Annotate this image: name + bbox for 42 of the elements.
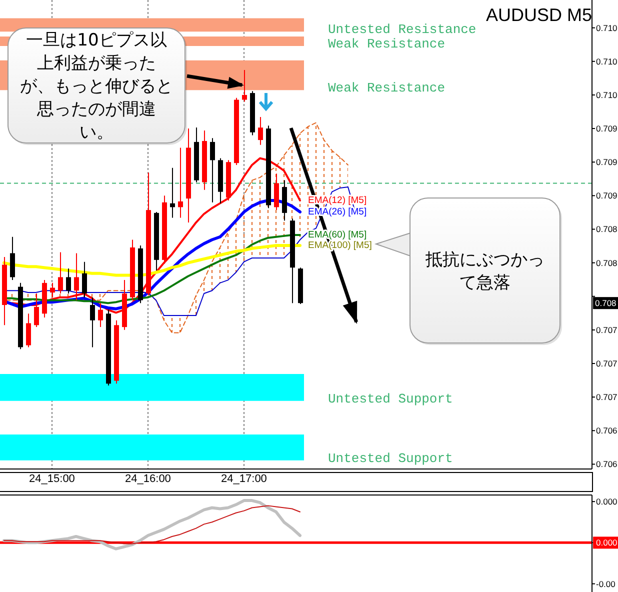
- band-label: Untested Support: [328, 391, 453, 406]
- x-tick-label: 24_15:00: [29, 472, 75, 485]
- band-label: Untested Resistance: [328, 22, 476, 38]
- chart-title: AUDUSD M5: [486, 5, 592, 25]
- band-label: Untested Support: [328, 450, 453, 466]
- candlestick: [82, 261, 87, 298]
- candlestick: [74, 252, 79, 301]
- candlestick: [10, 236, 15, 281]
- y-tick-label: 0.710: [596, 22, 618, 33]
- y-tick-label: 0.000: [596, 496, 618, 507]
- y-tick-label: 0.000: [596, 538, 618, 548]
- annotation: 抵抗にぶつかって急落: [424, 250, 544, 294]
- candlestick: [170, 167, 175, 218]
- line-series: [4, 505, 300, 544]
- y-tick-label: 0.707: [596, 324, 618, 335]
- candlestick: [90, 296, 95, 348]
- y-tick-label: 0.709: [596, 190, 618, 201]
- candlestick: [50, 282, 55, 298]
- candlestick: [242, 70, 247, 102]
- band-label: Weak Resistance: [328, 36, 446, 52]
- annotation: 一旦は10ピプス以上利益が乗ったが、もっと伸びると思ったのが間違い。: [20, 30, 173, 143]
- y-tick-label: 0.710: [596, 56, 618, 66]
- y-tick-label: 0.706: [596, 426, 618, 436]
- y-tick-label: 0.708: [596, 258, 618, 268]
- x-tick-label: 24_17:00: [221, 472, 267, 485]
- candlestick: [58, 252, 63, 294]
- x-tick-label: 24_16:00: [125, 472, 171, 485]
- y-tick-label: 0.707: [596, 392, 618, 402]
- y-tick-label: 0.709: [596, 124, 618, 134]
- candlestick: [274, 173, 279, 211]
- candlestick: [258, 116, 263, 146]
- y-tick-label: 0.709: [596, 157, 618, 168]
- y-tick-label: -0.00: [596, 578, 616, 589]
- y-tick-label: 0.706: [596, 459, 618, 470]
- candlestick: [26, 313, 31, 348]
- y-tick-label: 0.710: [596, 90, 618, 100]
- candlestick: [210, 138, 215, 203]
- candlestick: [178, 147, 183, 218]
- y-tick-label: 0.707: [596, 358, 618, 369]
- y-tick-label: 0.708: [596, 224, 618, 234]
- candlestick: [66, 268, 71, 294]
- band-label: Weak Resistance: [328, 80, 446, 96]
